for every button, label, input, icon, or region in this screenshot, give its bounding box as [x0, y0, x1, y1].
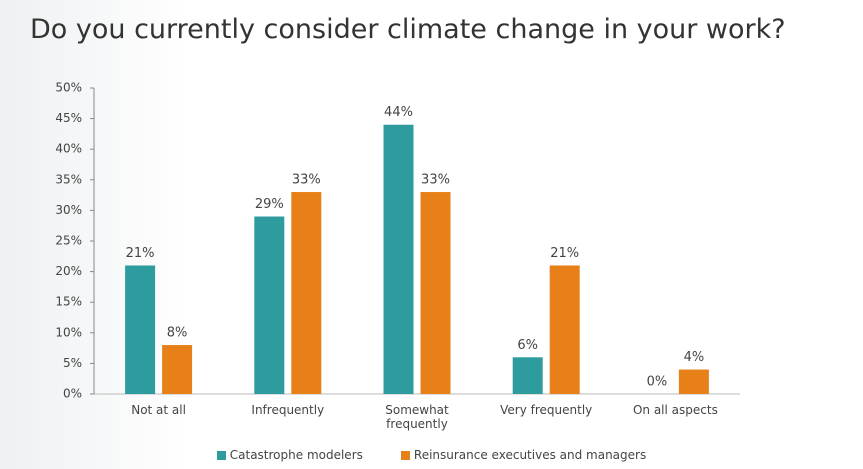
y-tick-label: 20% [55, 264, 82, 278]
y-tick-label: 35% [55, 172, 82, 186]
bar [678, 369, 709, 394]
data-label: 44% [384, 105, 413, 120]
data-label: 29% [255, 197, 284, 212]
data-label: 21% [126, 246, 155, 261]
legend-label: Reinsurance executives and managers [413, 448, 647, 462]
bar [512, 357, 543, 394]
bar [162, 345, 193, 394]
legend-item: Reinsurance executives and managers [400, 448, 647, 462]
data-label: 33% [292, 173, 321, 188]
y-tick-label: 50% [55, 81, 82, 95]
bar [125, 265, 156, 394]
x-tick-label: Not at all [131, 403, 186, 417]
y-tick-label: 5% [63, 356, 82, 370]
y-tick-label: 15% [55, 295, 82, 309]
legend-label: Catastrophe modelers [229, 448, 363, 462]
data-label: 8% [167, 326, 188, 341]
legend-swatch [216, 450, 226, 460]
x-tick-label: Very frequently [500, 403, 593, 417]
legend-item: Catastrophe modelers [216, 448, 363, 462]
data-label: 21% [550, 246, 579, 261]
y-tick-label: 25% [55, 234, 82, 248]
data-label: 6% [517, 338, 538, 353]
data-label: 0% [647, 375, 668, 390]
y-tick-label: 0% [63, 387, 82, 401]
y-tick-label: 40% [55, 142, 82, 156]
x-tick-label: Infrequently [251, 403, 325, 417]
bar [383, 124, 414, 394]
y-tick-label: 10% [55, 325, 82, 339]
data-label: 33% [421, 173, 450, 188]
x-tick-label: On all aspects [632, 403, 718, 417]
bar [549, 265, 580, 394]
chart-title: Do you currently consider climate change… [30, 14, 786, 45]
bar [254, 216, 285, 394]
legend: Catastrophe modelers Reinsurance executiv… [0, 448, 863, 462]
x-tick-label: Somewhat frequently [385, 403, 449, 431]
bar [420, 192, 451, 394]
y-tick-label: 30% [55, 203, 82, 217]
y-tick-label: 45% [55, 111, 82, 125]
bar [291, 192, 322, 394]
legend-swatch [400, 450, 410, 460]
data-label: 4% [684, 350, 705, 365]
